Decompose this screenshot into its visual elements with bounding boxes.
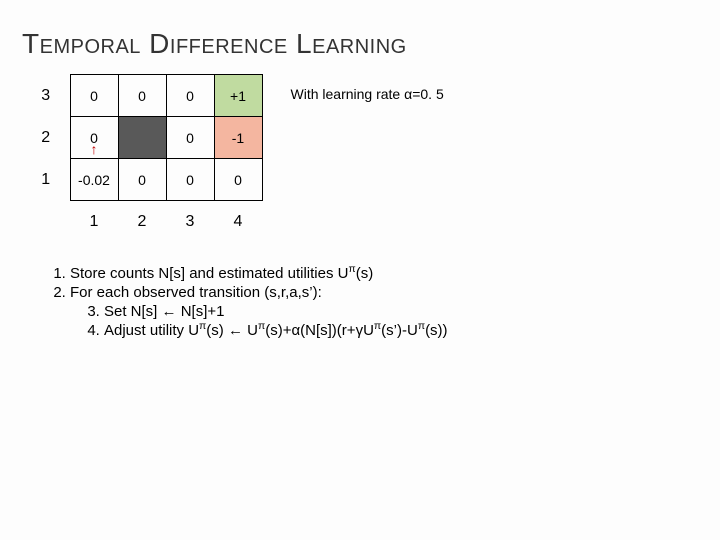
col-header: 3 [166,201,214,243]
step-4: Adjust utility Uπ(s) ← Uπ(s)+α(N[s])(r+γ… [104,320,698,339]
grid-cell: 0 [166,117,214,159]
learning-rate-text: With learning rate α=0. 5 [291,74,444,102]
blank-header [22,201,70,243]
grid-cell: +1 [214,75,262,117]
col-header: 1 [70,201,118,243]
algorithm-steps: Store counts N[s] and estimated utilitie… [22,263,698,339]
grid-cell: 0 [70,75,118,117]
col-header: 2 [118,201,166,243]
step-2: For each observed transition (s,r,a,s’):… [70,284,698,339]
grid-cell: -0.02 [70,159,118,201]
utility-grid: 3000+120↑0-11-0.020001234 [22,74,263,243]
grid-cell: -1 [214,117,262,159]
grid-cell: 0↑ [70,117,118,159]
grid-cell [118,117,166,159]
col-header: 4 [214,201,262,243]
up-arrow-icon: ↑ [91,142,98,156]
grid-cell: 0 [166,75,214,117]
grid-cell: 0 [214,159,262,201]
grid-cell: 0 [118,75,166,117]
row-header: 2 [22,117,70,159]
page-title: Temporal Difference Learning [22,28,698,60]
grid-cell: 0 [118,159,166,201]
row-header: 1 [22,159,70,201]
step-1: Store counts N[s] and estimated utilitie… [70,263,698,282]
grid-cell: 0 [166,159,214,201]
grid-wrapper: 3000+120↑0-11-0.020001234 [22,74,263,243]
row-header: 3 [22,75,70,117]
content-row: 3000+120↑0-11-0.020001234 With learning … [22,74,698,243]
step-3: Set N[s] ← N[s]+1 [104,303,698,320]
